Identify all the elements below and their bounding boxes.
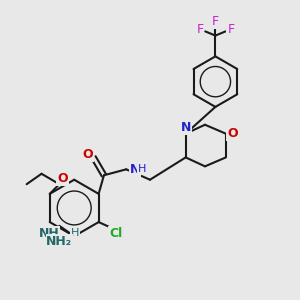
Text: NH₂: NH₂ [46,235,72,248]
Text: H: H [71,228,80,238]
Text: Cl: Cl [109,227,122,240]
Text: O: O [83,148,94,161]
Text: N: N [130,163,140,176]
Text: O: O [227,127,238,140]
Text: F: F [212,15,219,28]
Text: N: N [181,121,191,134]
Text: F: F [196,22,203,35]
Text: H: H [137,164,146,174]
Text: O: O [57,172,68,185]
Text: NH: NH [39,227,59,240]
Text: F: F [227,22,234,35]
